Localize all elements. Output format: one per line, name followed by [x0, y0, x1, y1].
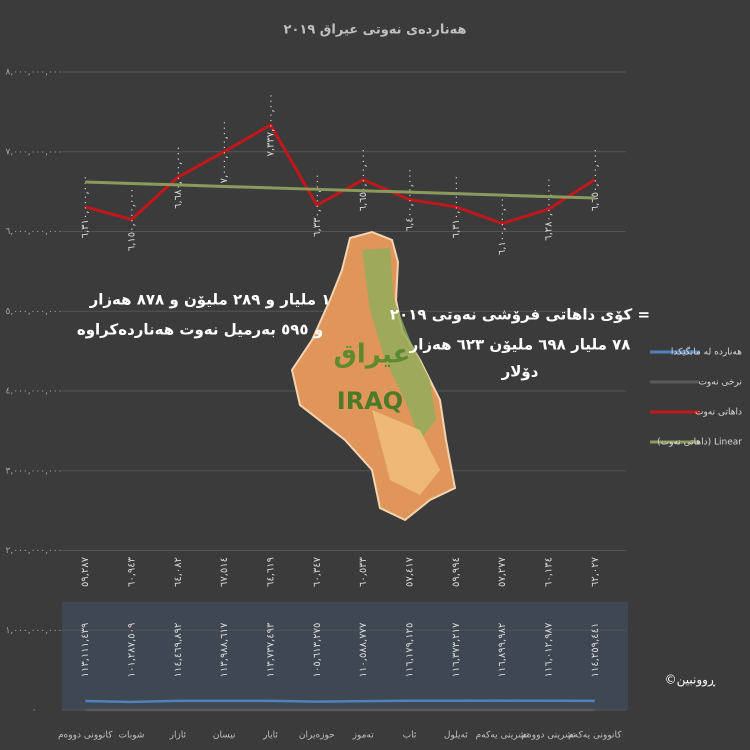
series-line [85, 180, 595, 200]
legend-label: نرخی نەوت [698, 378, 742, 388]
data-label: ٦,٣١٠,٠٠٠,٠٠٠ [80, 175, 91, 238]
data-label: ٦٢,٠٢٧ [590, 556, 601, 587]
data-label: ١١٦,٨٩٩,٩٨٢ [497, 623, 508, 678]
data-label: ٦٠,٣٤٧ [312, 556, 323, 587]
legend-label: (داهاتی نەوت) Linear [657, 438, 742, 448]
annotation: ١ ملیار و ٢٨٩ ملیۆن و ٨٧٨ هەزار [89, 291, 331, 309]
y-tick-label: ٧,٠٠٠,٠٠٠,٠٠٠ [6, 147, 63, 157]
data-label: ٥٩,٢٨٧ [80, 556, 91, 587]
data-label: ١١٦,١٧٩,١٢٥ [405, 623, 416, 678]
data-label: ١١٦,٠١٢,٩٨٧ [544, 622, 555, 677]
data-label: ٦٠,٥٣٣ [358, 556, 369, 587]
x-tick-label: ئەیلول [444, 731, 468, 741]
data-label: ٥٧,٤١٧ [405, 556, 416, 587]
data-label: ٥٧,٢٧٧ [497, 556, 508, 587]
x-tick-label: ئاب [403, 731, 417, 741]
data-label: ٦,١٥٠,٠٠٠,٠٠٠ [127, 188, 138, 251]
data-label: ٧,٠٠٠,٠٠٠,٠٠٠ [219, 120, 230, 183]
iraq-map: عیراق IRAQ [290, 230, 457, 522]
legend-label: داهاتی نەوت [695, 408, 742, 418]
data-label: ١١٣,١١١,٤٣٩ [80, 623, 91, 678]
x-tick-label: شوبات [119, 731, 145, 741]
data-label: ٧,٣٣٧,٠٠٠,٠٠٠ [266, 93, 277, 156]
chart-title: هەناردەی نەوتی عیراق ٢٠١٩ [284, 23, 467, 38]
data-label: ١١٣,٩٨٨,٦١٧ [219, 622, 230, 677]
data-label: ١١٠,٥٨٨,٧٧٧ [358, 622, 369, 677]
data-label: ١١٤,٢٥٩,٤٤١ [590, 623, 601, 678]
y-tick-label: ١,٠٠٠,٠٠٠,٠٠٠ [6, 626, 63, 636]
y-tick-label: ٥,٠٠٠,٠٠٠,٠٠٠ [6, 307, 63, 317]
y-tick-label: ٤,٠٠٠,٠٠٠,٠٠٠ [6, 387, 63, 397]
data-label: ٦,١٠٠,٠٠٠,٠٠٠ [497, 192, 508, 255]
data-label: ١١٦,٣٧٣,٢١٧ [451, 622, 462, 677]
y-tick-label: ٨,٠٠٠,٠٠٠,٠٠٠ [6, 68, 63, 78]
data-label: ٦٤,٠٨٢ [173, 557, 184, 587]
legend-label: هەناردە لە مانگێکدا [671, 346, 742, 358]
x-tick-label: ئازار [169, 731, 187, 741]
x-tick-label: کانوونی یەکەم [568, 731, 622, 741]
data-label: ٦,٤٠٠,٠٠٠,٠٠٠ [405, 168, 416, 231]
data-label: ١١٣,٧٣٧,٤٩٣ [266, 622, 277, 677]
data-label: ٦,٦٥٠,٠٠٠,٠٠٠ [358, 148, 369, 211]
data-label: ٦,٣١٠,٠٠٠,٠٠٠ [451, 175, 462, 238]
annotation: دۆلار [501, 363, 539, 381]
map-region [372, 410, 440, 495]
data-label: ١٠١,٢٨٧,٥٠٩ [127, 623, 138, 678]
y-tick-label: ٢,٠٠٠,٠٠٠,٠٠٠ [6, 546, 63, 556]
y-tick-label: ٦,٠٠٠,٠٠٠,٠٠٠ [6, 227, 63, 237]
map-region [362, 248, 436, 440]
annotation: و ٥٩٥ بەرمیل نەوت هەناردەکراوە [77, 321, 323, 339]
map-label: IRAQ [337, 387, 403, 415]
annotation: کۆی داهاتی فرۆشی نەوتی ٢٠١٩ = [390, 306, 650, 324]
x-tick-label: کانوونی دووەم [58, 731, 113, 741]
x-tick-label: حوزەیران [299, 731, 335, 741]
annotation: ٧٨ ملیار ٦٩٨ ملیۆن ٦٢٣ هەزار [409, 336, 631, 354]
data-label: ٦٠,٩٤٣ [127, 556, 138, 587]
data-label: ٦,٦٥٠,٠٠٠,٠٠٠ [590, 148, 601, 211]
x-tick-label: تشرینی دووەم [521, 731, 576, 741]
highlight-band [62, 602, 628, 710]
map-label: عیراق [334, 340, 411, 370]
y-tick-label: ٠ [32, 706, 37, 716]
credit: ©ڕوونبین [665, 673, 716, 688]
data-label: ١٠٥,٦١٣,٢٧٥ [312, 623, 323, 678]
data-label: ٦٤,٦١٩ [266, 557, 277, 587]
x-tick-label: تەموز [352, 731, 375, 741]
data-label: ٦,٢٨٠,٠٠٠,٠٠٠ [544, 178, 555, 241]
series-line [85, 699, 595, 704]
data-label: ٦٠,١٣٤ [544, 557, 555, 587]
y-tick-label: ٣,٠٠٠,٠٠٠,٠٠٠ [6, 466, 63, 476]
data-label: ١١٤,٤٦٩,٨٩٢ [173, 623, 184, 678]
x-tick-label: نیسان [213, 731, 236, 741]
data-label: ٦,٦٨٠,٠٠٠,٠٠٠ [173, 146, 184, 209]
data-label: ٥٩,٩٩٤ [451, 557, 462, 587]
x-tick-label: تشرینی یەکەم [476, 731, 530, 741]
data-label: ٦,٣٣٠,٠٠٠,٠٠٠ [312, 174, 323, 237]
data-label: ٦٧,٥١٤ [219, 557, 230, 587]
x-tick-label: ئایار [262, 731, 278, 741]
